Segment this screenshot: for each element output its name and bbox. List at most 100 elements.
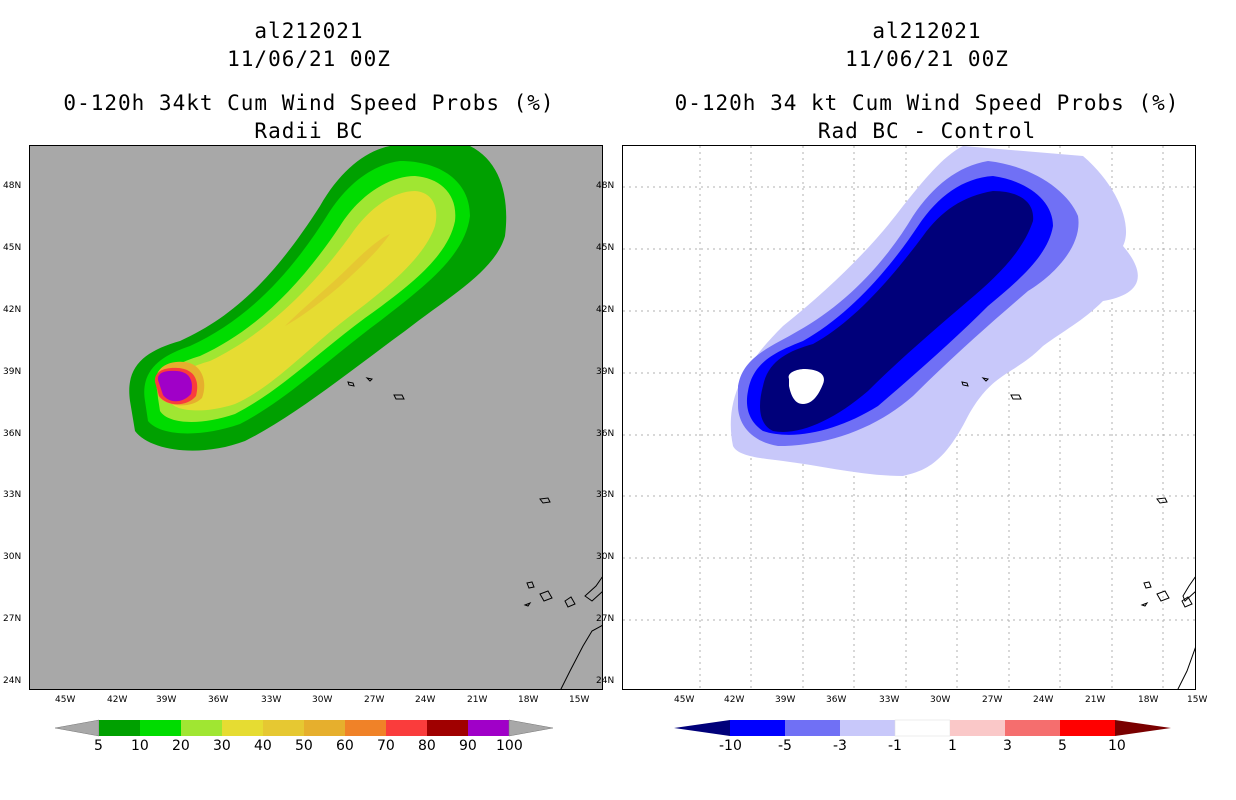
colorbar-label: 1 <box>948 738 957 754</box>
islands <box>961 377 1195 689</box>
colorbar-under-arrow <box>674 720 730 736</box>
right-panel: al212021 11/06/21 00Z 0-120h 34 kt Cum W… <box>596 0 1236 800</box>
colorbar-swatch <box>345 720 386 736</box>
colorbar-label: 10 <box>1108 738 1126 754</box>
lon-label: 24W <box>415 695 436 705</box>
lon-label: 45W <box>55 695 76 705</box>
probability-contours <box>129 146 602 689</box>
lat-label: 24N <box>596 676 615 686</box>
forecast-time: 11/06/21 00Z <box>227 47 391 71</box>
colorbar-label: -10 <box>719 738 742 754</box>
product-title: 0-120h 34kt Cum Wind Speed Probs (%) <box>63 91 555 115</box>
colorbar-swatch <box>730 720 785 736</box>
colorbar-over-arrow <box>1115 720 1171 736</box>
lon-label: 33W <box>261 695 282 705</box>
lon-label: 27W <box>364 695 385 705</box>
colorbar-label: 70 <box>377 738 395 754</box>
lon-label: 15W <box>569 695 590 705</box>
colorbar-swatch <box>386 720 427 736</box>
colorbar-label: 30 <box>213 738 231 754</box>
lon-label: 21W <box>1085 695 1106 705</box>
product-title: 0-120h 34 kt Cum Wind Speed Probs (%) <box>674 91 1180 115</box>
colorbar-swatch <box>304 720 345 736</box>
lat-label: 24N <box>3 676 22 686</box>
lat-label: 48N <box>3 181 22 191</box>
colorbar-swatch <box>263 720 304 736</box>
lat-label: 39N <box>596 367 615 377</box>
lon-label: 15W <box>1187 695 1208 705</box>
lon-label: 24W <box>1033 695 1054 705</box>
colorbar-label: -5 <box>778 738 792 754</box>
colorbar-swatch <box>222 720 263 736</box>
lat-label: 42N <box>3 305 22 315</box>
lon-label: 30W <box>312 695 333 705</box>
lat-label: 45N <box>596 243 615 253</box>
forecast-time: 11/06/21 00Z <box>845 47 1009 71</box>
colorbar-label: 80 <box>418 738 436 754</box>
colorbar-label: 40 <box>254 738 272 754</box>
lon-label: 18W <box>518 695 539 705</box>
lon-label: 39W <box>156 695 177 705</box>
lon-label: 36W <box>208 695 229 705</box>
colorbar-label: 10 <box>131 738 149 754</box>
colorbar-swatch <box>950 720 1005 736</box>
colorbar-swatch <box>1005 720 1060 736</box>
lon-label: 42W <box>724 695 745 705</box>
lat-label: 33N <box>596 490 615 500</box>
lat-label: 42N <box>596 305 615 315</box>
colorbar-label: 5 <box>94 738 103 754</box>
colorbar-swatch <box>785 720 840 736</box>
lon-label: 27W <box>982 695 1003 705</box>
lat-label: 36N <box>3 429 22 439</box>
colorbar-swatch <box>1060 720 1115 736</box>
colorbar-label: 90 <box>459 738 477 754</box>
storm-id: al212021 <box>872 19 982 43</box>
colorbar-swatch <box>181 720 222 736</box>
colorbar-swatch <box>427 720 468 736</box>
lon-label: 33W <box>879 695 900 705</box>
colorbar-swatch <box>140 720 181 736</box>
colorbar-label: 20 <box>172 738 190 754</box>
lon-label: 21W <box>467 695 488 705</box>
lat-label: 36N <box>596 429 615 439</box>
lat-label: 45N <box>3 243 22 253</box>
probability-map <box>29 145 603 690</box>
colorbar-label: 3 <box>1003 738 1012 754</box>
contour-30 <box>169 191 437 411</box>
lon-label: 18W <box>1138 695 1159 705</box>
colorbar-label: 5 <box>1058 738 1067 754</box>
lat-label: 30N <box>596 552 615 562</box>
panel-subtitle: Radii BC <box>254 119 364 143</box>
left-panel: al212021 11/06/21 00Z 0-120h 34kt Cum Wi… <box>3 19 603 754</box>
contour-minus10 <box>760 191 1034 432</box>
colorbar-label: 100 <box>496 738 523 754</box>
lon-label: 39W <box>775 695 796 705</box>
islands <box>347 377 602 689</box>
colorbar-swatch <box>840 720 895 736</box>
colorbar-label: -3 <box>833 738 847 754</box>
lon-label: 36W <box>826 695 847 705</box>
contour-plus-region <box>788 369 824 404</box>
panel-subtitle: Rad BC - Control <box>817 119 1037 143</box>
colorbar-swatch <box>468 720 509 736</box>
storm-id: al212021 <box>254 19 364 43</box>
lat-label: 27N <box>596 614 615 624</box>
colorbar-label: -1 <box>888 738 902 754</box>
colorbar-over-arrow <box>508 719 554 737</box>
colorbar-right <box>674 719 1171 737</box>
lon-label: 42W <box>107 695 128 705</box>
lat-label: 30N <box>3 552 22 562</box>
lat-label: 39N <box>3 367 22 377</box>
contour-40 <box>285 234 390 326</box>
lon-label: 30W <box>930 695 951 705</box>
colorbar-under-arrow <box>55 719 100 737</box>
difference-map <box>622 145 1196 690</box>
colorbar-label: 50 <box>295 738 313 754</box>
colorbar-swatch <box>99 720 140 736</box>
colorbar-label: 60 <box>336 738 354 754</box>
colorbar-swatch <box>894 719 951 737</box>
lat-label: 27N <box>3 614 22 624</box>
difference-contours <box>623 146 1195 689</box>
lon-label: 45W <box>674 695 695 705</box>
colorbar-left <box>55 719 554 737</box>
